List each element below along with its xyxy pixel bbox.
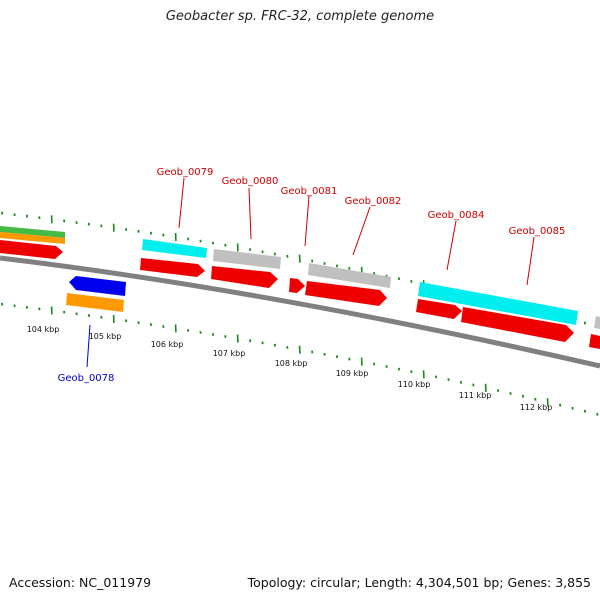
cds-arrow[interactable] xyxy=(416,299,462,319)
backbone xyxy=(0,255,600,369)
gene-labels: Geob_0079 Geob_0080 Geob_0081 Geob_0082 … xyxy=(58,167,566,384)
cds-arrow[interactable] xyxy=(461,307,574,342)
label-leaders xyxy=(86,177,535,368)
feature-gray[interactable] xyxy=(308,263,391,288)
cds-arrow[interactable] xyxy=(211,266,278,288)
gene-label[interactable]: Geob_0085 xyxy=(509,226,566,237)
gene-label[interactable]: Geob_0084 xyxy=(428,210,485,221)
feature-orange-left[interactable] xyxy=(0,232,65,244)
scale-label: 108 kbp xyxy=(275,359,308,368)
cds-arrow[interactable] xyxy=(0,240,63,259)
scale-label: 112 kbp xyxy=(520,403,553,412)
feature-orange[interactable] xyxy=(66,293,124,312)
gene-label[interactable]: Geob_0078 xyxy=(58,373,115,384)
scale-label: 109 kbp xyxy=(336,369,369,378)
gene-label[interactable]: Geob_0082 xyxy=(345,196,402,207)
cds-arrow[interactable] xyxy=(589,334,600,349)
feature-cyan[interactable] xyxy=(418,282,578,325)
scale-label: 106 kbp xyxy=(151,340,184,349)
feature-cyan[interactable] xyxy=(142,239,207,258)
feature-blue[interactable] xyxy=(69,276,126,296)
feature-gray[interactable] xyxy=(213,249,281,269)
cds-arrow[interactable] xyxy=(289,278,305,293)
accession-text: Accession: NC_011979 xyxy=(9,575,152,590)
scale-label: 107 kbp xyxy=(213,349,246,358)
scale-label: 110 kbp xyxy=(398,380,431,389)
scale-labels: 104 kbp 105 kbp 106 kbp 107 kbp 108 kbp … xyxy=(27,325,553,412)
map-title: Geobacter sp. FRC-32, complete genome xyxy=(165,9,435,24)
feature-track xyxy=(0,226,600,349)
feature-gray[interactable] xyxy=(594,316,600,329)
cds-arrow[interactable] xyxy=(140,258,205,277)
cds-arrow[interactable] xyxy=(305,281,387,306)
scale-label: 104 kbp xyxy=(27,325,60,334)
gene-label[interactable]: Geob_0080 xyxy=(222,176,279,187)
lower-tick-track xyxy=(1,302,599,416)
feature-green[interactable] xyxy=(0,226,65,238)
gene-label[interactable]: Geob_0081 xyxy=(281,186,338,197)
scale-label: 111 kbp xyxy=(459,391,492,400)
gene-label[interactable]: Geob_0079 xyxy=(157,167,214,178)
genome-summary-text: Topology: circular; Length: 4,304,501 bp… xyxy=(247,575,591,590)
scale-label: 105 kbp xyxy=(89,332,122,341)
